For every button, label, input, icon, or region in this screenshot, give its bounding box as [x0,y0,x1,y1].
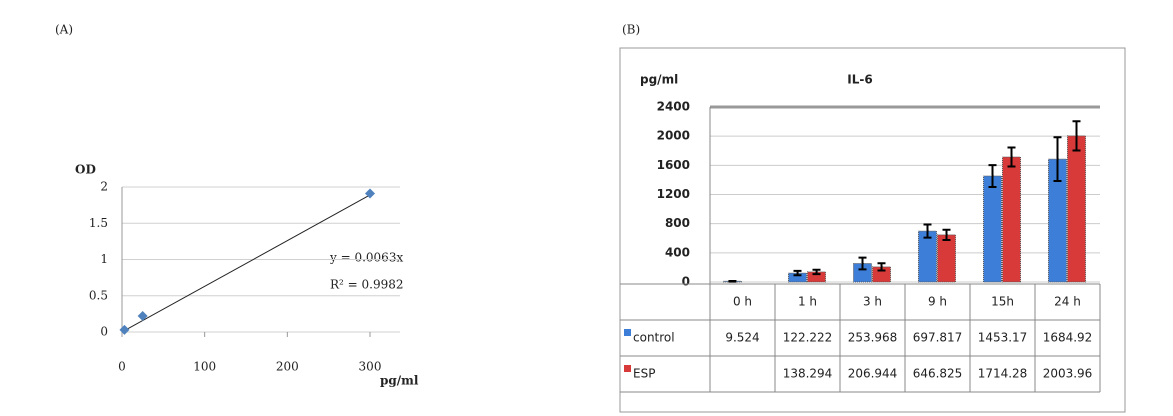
y-tick-label: 1200 [657,187,690,201]
y-tick-label: 0.5 [89,288,108,302]
table-value: 122.222 [783,331,833,345]
trend-equation: y = 0.0063x [329,251,403,265]
error-bar [942,228,951,241]
x-tick-label: 200 [276,360,299,374]
x-tick-label: 3 h [863,295,882,309]
x-tick-label: 1 h [798,295,817,309]
table-value: 646.825 [913,367,963,381]
error-bar [877,262,886,272]
error-bar [793,269,802,277]
x-tick-label: 300 [359,360,382,374]
legend-swatch [624,365,631,372]
table-value: 138.294 [783,367,833,381]
y-tick-label: 2000 [657,129,690,143]
panel-label: (A) [55,23,73,37]
error-bar [812,268,821,276]
y-tick-label: 2400 [657,100,690,114]
panel-label: (B) [622,23,640,37]
data-point [119,324,130,335]
y-tick-label: 400 [665,245,690,259]
y-tick-label: 1600 [657,158,690,172]
table-value: 1714.28 [978,367,1028,381]
error-bar [1072,120,1081,152]
legend-swatch [624,329,631,336]
bar [983,175,1002,283]
bar [918,230,937,283]
error-bar [1053,136,1062,183]
x-tick-label: 15h [991,295,1014,309]
bar [1002,156,1021,283]
y-tick-label: 1 [100,252,108,266]
bar [1067,135,1086,283]
y-tick-label: 800 [665,216,690,230]
legend-label: control [633,331,675,345]
x-tick-label: 24 h [1054,295,1081,309]
chart-title: IL-6 [847,73,872,87]
table-value: 9.524 [725,331,759,345]
error-bar [988,164,997,188]
trend-r2: R² = 0.9982 [330,278,404,292]
error-bar [923,223,932,239]
error-bar [728,279,737,283]
table-value: 2003.96 [1043,367,1093,381]
y-axis-label: pg/ml [640,73,678,87]
x-tick-label: 9 h [928,295,947,309]
x-axis-label: pg/ml [380,374,419,388]
bar [937,234,956,283]
error-bar [1007,146,1016,168]
y-tick-label: 0 [682,275,690,289]
y-tick-label: 0 [100,325,108,339]
trendline [121,194,371,333]
table-value: 253.968 [848,331,898,345]
table-value: 697.817 [913,331,963,345]
x-tick-label: 100 [193,360,216,374]
legend-label: ESP [633,367,655,381]
y-tick-label: 1.5 [89,216,108,230]
table-value: 1684.92 [1043,331,1093,345]
y-axis-label: OD [75,163,96,177]
data-point [137,311,148,322]
panel-frame [619,47,1126,413]
error-bar [858,256,867,271]
y-tick-label: 2 [100,180,108,194]
data-point [365,188,375,199]
x-tick-label: 0 h [733,295,752,309]
table-value: 206.944 [848,367,898,381]
table-value: 1453.17 [978,331,1028,345]
x-tick-label: 0 [118,360,126,374]
